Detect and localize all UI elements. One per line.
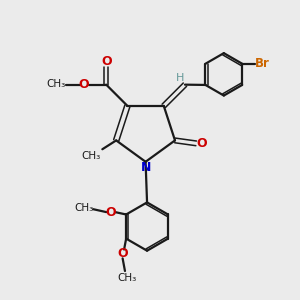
Text: H: H [176,73,185,83]
Text: O: O [101,55,112,68]
Text: O: O [117,248,128,260]
Text: O: O [106,206,116,219]
Text: CH₃: CH₃ [82,151,101,161]
Text: N: N [140,160,151,174]
Text: O: O [78,78,88,91]
Text: Br: Br [255,57,270,70]
Text: O: O [196,137,207,150]
Text: CH₃: CH₃ [46,79,66,89]
Text: CH₃: CH₃ [74,203,93,213]
Text: CH₃: CH₃ [117,273,137,283]
